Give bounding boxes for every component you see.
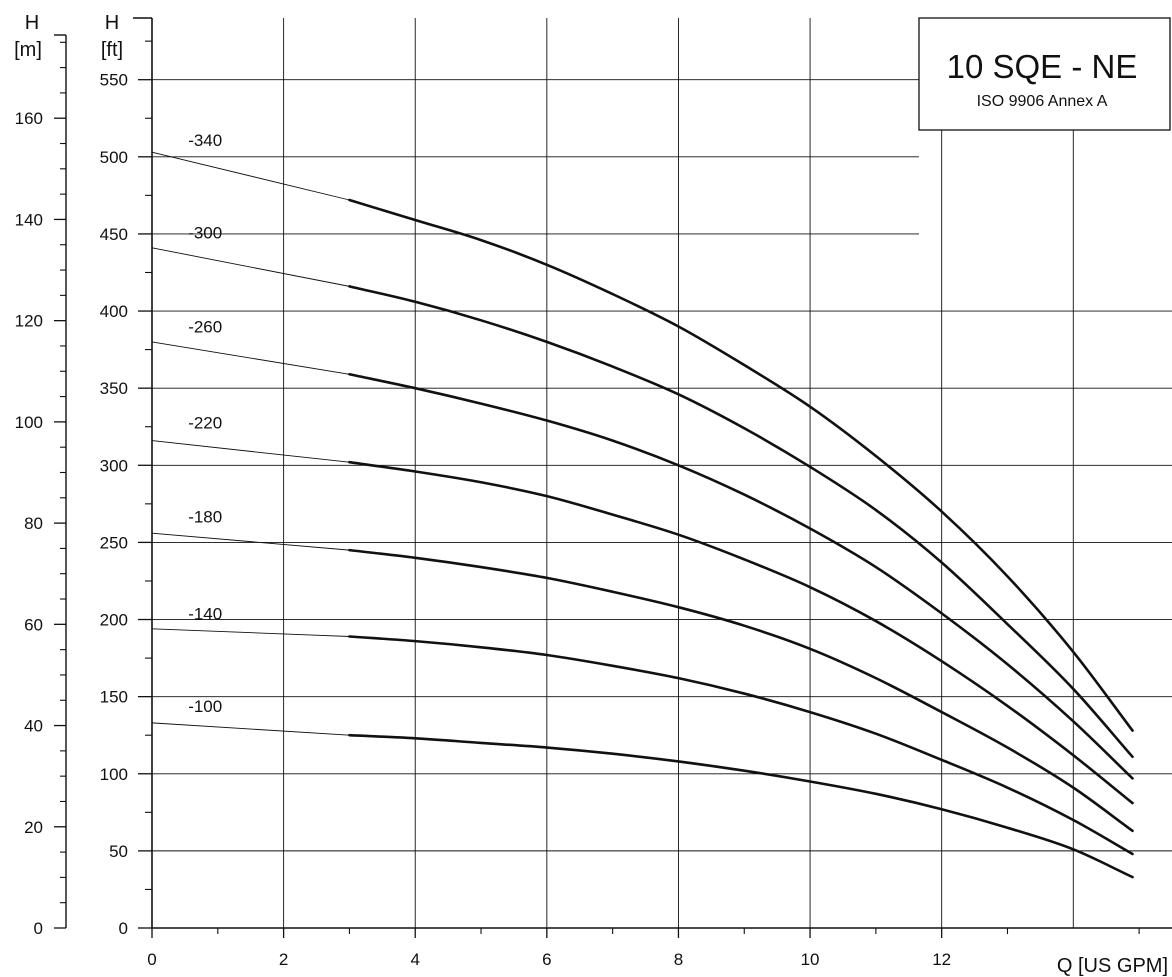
y-m-tick-label: 20 [24, 818, 43, 837]
y-m-tick-label: 60 [24, 615, 43, 634]
y-ft-tick-label: 300 [100, 456, 128, 475]
series--300-curve [348, 285, 1134, 759]
x-tick-label: 12 [932, 950, 951, 969]
y-ft-tick-label: 400 [100, 302, 128, 321]
series--100-curve [348, 733, 1134, 879]
series--260-label: -260 [188, 318, 222, 337]
y-m-tick-label: 80 [24, 514, 43, 533]
y-m-tick-label: 160 [15, 109, 43, 128]
series--180-label: -180 [188, 507, 222, 526]
y-m-tick-label: 0 [34, 919, 43, 938]
series--100-extension-line [151, 722, 350, 736]
series--220-label: -220 [188, 413, 222, 432]
series--340-label: -340 [188, 131, 222, 150]
y-m-tick-label: 100 [15, 413, 43, 432]
series--260-extension-line [151, 341, 350, 375]
series--100-label: -100 [188, 697, 222, 716]
series--140-curve [348, 635, 1134, 856]
series--340-curve [348, 198, 1134, 732]
x-tick-label: 8 [674, 950, 683, 969]
y-ft-tick-label: 550 [100, 71, 128, 90]
title-box [918, 17, 1171, 131]
y-ft-tick-label: 200 [100, 611, 128, 630]
chart-title: 10 SQE - NE [947, 48, 1138, 85]
series--340-extension-line [151, 151, 350, 201]
series--300-extension-line [151, 247, 350, 287]
series--300-label: -300 [188, 224, 222, 243]
series--260-curve [348, 372, 1134, 780]
x-tick-label: 4 [410, 950, 419, 969]
y-ft-tick-label: 500 [100, 148, 128, 167]
axes [54, 17, 1172, 929]
x-tick-label: 6 [542, 950, 551, 969]
series--220-curve [348, 460, 1134, 805]
series--140-extension-line [151, 628, 350, 637]
y-left-unit: [m] [14, 39, 42, 61]
series-group: -340 -300 -260 -220 -180 -140 -100 [151, 131, 1134, 879]
x-axis-label: Q [US GPM] [1057, 955, 1168, 977]
y-m-tick-label: 120 [15, 312, 43, 331]
x-tick-label: 2 [279, 950, 288, 969]
series--220-extension-line [151, 440, 350, 463]
series--140-label: -140 [188, 605, 222, 624]
chart-subtitle: ISO 9906 Annex A [977, 93, 1108, 110]
y-m-tick-label: 40 [24, 717, 43, 736]
x-tick-label: 0 [147, 950, 156, 969]
series--180-extension-line [151, 532, 350, 551]
ticks: 0501001502002503003504004505005500204060… [15, 40, 1140, 969]
y-ft-tick-label: 0 [119, 919, 128, 938]
y-m-tick-label: 140 [15, 210, 43, 229]
y-ft-tick-label: 450 [100, 225, 128, 244]
y-left-symbol: H [25, 12, 39, 34]
y-ft-tick-label: 100 [100, 765, 128, 784]
y-ft-tick-label: 250 [100, 533, 128, 552]
y-right-symbol: H [105, 12, 119, 34]
y-ft-tick-label: 50 [109, 842, 128, 861]
series--180-curve [348, 548, 1134, 833]
y-ft-tick-label: 350 [100, 379, 128, 398]
x-tick-label: 10 [801, 950, 820, 969]
y-right-unit: [ft] [101, 39, 123, 61]
y-ft-tick-label: 150 [100, 688, 128, 707]
